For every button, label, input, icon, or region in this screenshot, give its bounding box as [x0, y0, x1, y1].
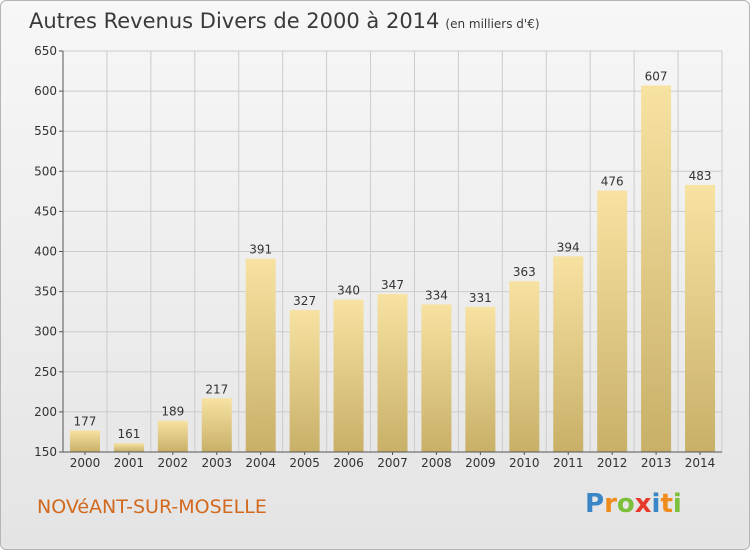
y-tick-label: 550 — [34, 124, 57, 138]
bar-2009[interactable] — [465, 306, 496, 452]
x-tick-label-2013: 2013 — [641, 456, 672, 470]
bar-2012[interactable] — [597, 190, 628, 452]
logo-letter: i — [651, 489, 661, 519]
x-tick-label-2001: 2001 — [114, 456, 145, 470]
data-label-2011: 394 — [557, 240, 580, 254]
x-tick-label-2002: 2002 — [158, 456, 189, 470]
x-tick-label-2009: 2009 — [465, 456, 496, 470]
x-tick-label-2006: 2006 — [333, 456, 364, 470]
logo-letter: x — [634, 489, 652, 519]
data-label-2000: 177 — [74, 414, 97, 428]
logo-letter: t — [660, 489, 673, 519]
x-tick-label-2012: 2012 — [597, 456, 628, 470]
y-tick-label: 600 — [34, 84, 57, 98]
logo-letter: r — [604, 489, 617, 519]
commune-name: NOVéANT-SUR-MOSELLE — [37, 496, 267, 518]
x-tick-label-2007: 2007 — [377, 456, 408, 470]
x-tick-label-2011: 2011 — [553, 456, 584, 470]
data-label-2013: 607 — [645, 69, 668, 83]
data-label-2014: 483 — [689, 169, 712, 183]
bar-2010[interactable] — [509, 281, 540, 452]
data-label-2012: 476 — [601, 175, 624, 189]
y-tick-label: 350 — [34, 285, 57, 299]
bar-2008[interactable] — [421, 304, 452, 452]
x-tick-label-2014: 2014 — [685, 456, 716, 470]
x-tick-label-2008: 2008 — [421, 456, 452, 470]
data-label-2001: 161 — [117, 427, 140, 441]
logo-letter: P — [585, 489, 605, 519]
y-tick-label: 250 — [34, 365, 57, 379]
bar-2000[interactable] — [69, 430, 100, 452]
bar-2014[interactable] — [685, 184, 716, 452]
chart-subtitle: (en milliers d'€) — [445, 17, 540, 31]
y-tick-label: 200 — [34, 405, 57, 419]
bar-2001[interactable] — [113, 443, 144, 452]
y-tick-label: 150 — [34, 445, 57, 459]
data-label-2010: 363 — [513, 265, 536, 279]
x-tick-label-2003: 2003 — [201, 456, 232, 470]
bar-2007[interactable] — [377, 294, 408, 452]
bar-2006[interactable] — [333, 299, 364, 452]
logo-letter: i — [672, 489, 682, 519]
y-tick-label: 400 — [34, 245, 57, 259]
x-tick-label-2010: 2010 — [509, 456, 540, 470]
data-label-2004: 391 — [249, 243, 272, 257]
proxiti-logo[interactable]: Proxiti — [585, 489, 682, 519]
data-label-2005: 327 — [293, 294, 316, 308]
y-tick-label: 300 — [34, 325, 57, 339]
x-tick-label-2005: 2005 — [289, 456, 320, 470]
data-label-2006: 340 — [337, 284, 360, 298]
y-tick-label: 500 — [34, 164, 57, 178]
y-tick-label: 650 — [34, 44, 57, 58]
x-tick-label-2000: 2000 — [70, 456, 101, 470]
x-tick-label-2004: 2004 — [245, 456, 276, 470]
chart-title: Autres Revenus Divers de 2000 à 2014 (en … — [29, 9, 540, 33]
data-label-2008: 334 — [425, 288, 448, 302]
bar-2003[interactable] — [201, 398, 232, 452]
data-label-2007: 347 — [381, 278, 404, 292]
logo-letter: o — [616, 489, 635, 519]
bar-2002[interactable] — [157, 420, 188, 452]
bar-2004[interactable] — [245, 258, 276, 452]
y-tick-label: 450 — [34, 204, 57, 218]
data-label-2009: 331 — [469, 291, 492, 305]
bar-2011[interactable] — [553, 256, 584, 452]
data-label-2002: 189 — [161, 405, 184, 419]
bar-2013[interactable] — [641, 85, 672, 453]
bar-2005[interactable] — [289, 310, 320, 452]
data-label-2003: 217 — [205, 382, 228, 396]
